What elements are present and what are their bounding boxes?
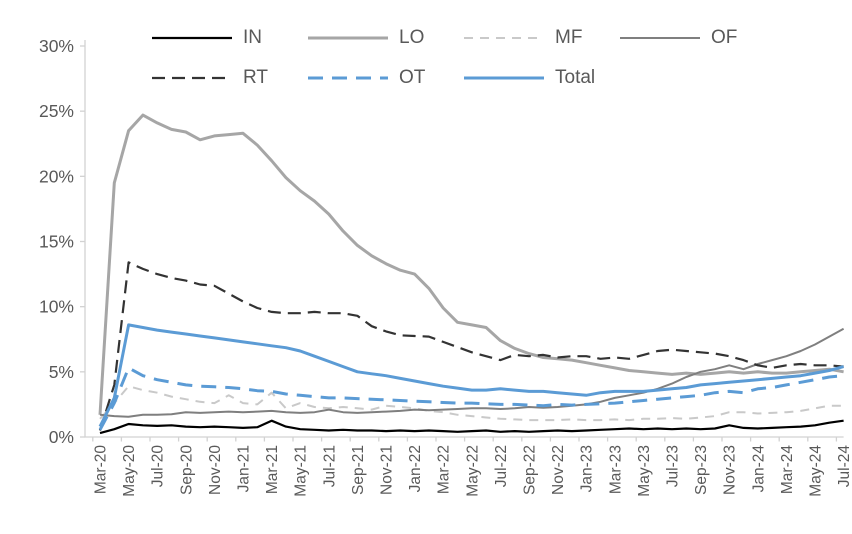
series-line-MF: [99, 385, 844, 422]
x-axis-tick-label: May-24: [808, 445, 825, 497]
x-axis-tick-label: Mar-24: [779, 445, 796, 494]
x-axis-tick-label: Jan-22: [407, 445, 424, 492]
y-axis-tick-label: 10%: [39, 297, 74, 317]
x-axis-tick-label: Nov-22: [550, 445, 567, 495]
x-axis-tick-label: Sep-21: [350, 445, 367, 495]
x-axis-tick-label: Nov-20: [207, 445, 224, 495]
y-axis-tick-label: 5%: [49, 362, 74, 382]
legend-label: Total: [555, 67, 596, 88]
series-line-OF: [99, 327, 845, 418]
x-axis-tick-label: Nov-23: [722, 445, 739, 495]
legend-swatch-Total: [464, 76, 544, 80]
series-line-Total: [98, 323, 844, 428]
legend-item-OF: OF: [620, 28, 737, 48]
legend-swatch-MF: [464, 37, 544, 39]
y-axis-tick-label: 0%: [49, 427, 74, 447]
y-axis-tick-label: 25%: [39, 101, 74, 121]
legend-label: OT: [399, 67, 426, 88]
x-axis-tick-label: Nov-21: [379, 445, 396, 495]
chart-legend: IN LO MF OF RT OT Total: [0, 0, 852, 100]
legend-item-Total: Total: [464, 68, 595, 88]
y-axis-tick-label: 30%: [39, 36, 74, 56]
x-axis-tick-label: Jan-24: [750, 445, 767, 493]
x-axis-tick-label: Jul-23: [665, 445, 682, 487]
series-line-OT: [98, 366, 844, 431]
legend-swatch-OF: [620, 37, 700, 39]
legend-label: OF: [711, 27, 738, 48]
x-axis-tick-label: May-22: [464, 445, 481, 497]
x-axis-tick-label: Jul-22: [493, 445, 510, 487]
x-axis-tick-label: Jan-21: [236, 445, 253, 492]
x-axis-tick-label: Sep-20: [178, 445, 195, 495]
legend-label: IN: [243, 27, 262, 48]
x-axis-tick-label: May-21: [293, 445, 310, 497]
x-axis-tick-label: Sep-23: [693, 445, 710, 495]
legend-label: LO: [399, 27, 425, 48]
legend-label: RT: [243, 67, 268, 88]
legend-item-LO: LO: [308, 28, 424, 48]
legend-item-MF: MF: [464, 28, 582, 48]
series-line-RT: [98, 261, 844, 431]
legend-item-IN: IN: [152, 28, 262, 48]
legend-item-OT: OT: [308, 68, 425, 88]
legend-swatch-IN: [152, 36, 232, 40]
x-axis-tick-label: Mar-20: [93, 445, 110, 494]
x-axis-tick-label: Sep-22: [522, 445, 539, 495]
legend-swatch-OT: [308, 76, 388, 80]
x-axis-tick-label: Mar-23: [607, 445, 624, 494]
x-axis-tick-label: Jul-24: [836, 445, 852, 488]
x-axis-tick-label: Jul-21: [321, 445, 338, 487]
x-axis-tick-label: May-20: [121, 445, 138, 497]
x-axis-tick-label: May-23: [636, 445, 653, 497]
series-line-IN: [99, 419, 844, 435]
y-axis-tick-label: 20%: [39, 166, 74, 186]
y-axis-tick-label: 15%: [39, 232, 74, 252]
x-axis-tick-label: Mar-22: [436, 445, 453, 494]
x-axis-tick-label: Jul-20: [150, 445, 167, 488]
series-line-LO: [98, 113, 844, 415]
legend-swatch-LO: [308, 36, 388, 40]
legend-label: MF: [555, 27, 583, 48]
x-axis-tick-label: Jan-23: [579, 445, 596, 492]
legend-item-RT: RT: [152, 68, 268, 88]
legend-swatch-RT: [152, 76, 232, 80]
x-axis-tick-label: Mar-21: [264, 445, 281, 494]
